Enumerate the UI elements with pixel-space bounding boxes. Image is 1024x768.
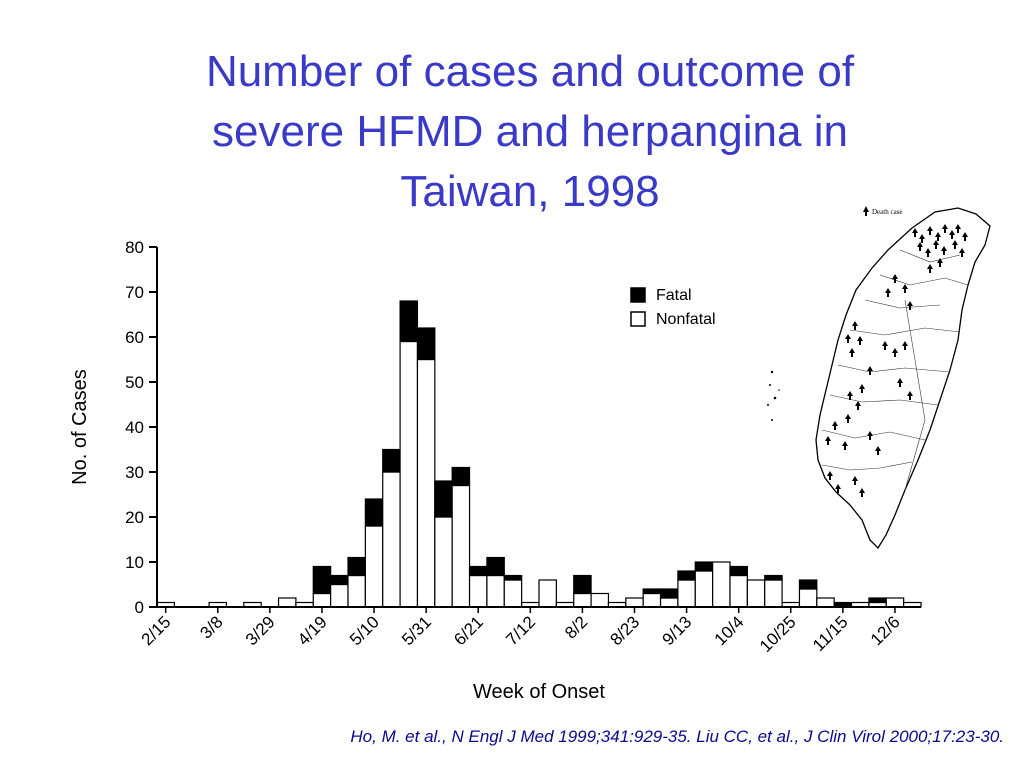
y-tick-label: 50: [125, 373, 144, 392]
death-case-marker-icon: [825, 436, 831, 445]
death-case-marker-icon: [867, 366, 873, 375]
y-axis-label: No. of Cases: [69, 369, 91, 485]
death-case-marker-icon: [875, 446, 881, 455]
bar-fatal: [486, 556, 505, 577]
x-axis-label: Week of Onset: [473, 681, 605, 703]
death-case-marker-icon: [941, 246, 947, 255]
legend-label-fatal: Fatal: [656, 287, 692, 304]
death-case-marker-icon: [835, 484, 841, 493]
death-case-marker-icon: [933, 240, 939, 249]
bar-fatal: [729, 565, 748, 577]
death-case-marker-icon: [962, 232, 968, 241]
death-case-marker-icon: [907, 301, 913, 310]
death-case-marker-icon: [919, 234, 925, 243]
y-tick-label: 70: [125, 283, 144, 302]
y-tick-label: 80: [125, 238, 144, 257]
death-case-marker-icon: [859, 488, 865, 497]
y-tick-label: 40: [125, 418, 144, 437]
death-case-marker-icon: [912, 228, 918, 237]
death-case-marker-icon: [852, 321, 858, 330]
legend-label-nonfatal: Nonfatal: [656, 311, 716, 328]
death-case-marker-icon: [859, 384, 865, 393]
death-case-marker-icon: [935, 232, 941, 241]
bar-fatal: [503, 574, 523, 581]
death-case-marker-icon: [927, 226, 933, 235]
title-line-2: severe HFMD and herpangina in: [212, 107, 848, 156]
death-case-marker-icon: [863, 206, 869, 216]
death-case-marker-icon: [857, 336, 863, 345]
county-borders: [821, 249, 969, 491]
death-case-marker-icon: [902, 341, 908, 350]
title-line-1: Number of cases and outcome of: [205, 47, 855, 96]
slide-title: Number of cases and outcome of severe HF…: [80, 42, 980, 222]
title-line-3: Taiwan, 1998: [400, 167, 660, 216]
legend-swatch-nonfatal: [630, 311, 646, 327]
death-case-marker-icon: [845, 334, 851, 343]
bar-fatal: [573, 574, 592, 595]
death-case-marker-icon: [942, 224, 948, 233]
death-case-marker-icon: [827, 471, 833, 480]
death-case-marker-icon: [925, 248, 931, 257]
citation: Ho, M. et al., N Engl J Med 1999;341:929…: [350, 727, 1004, 746]
taiwan-island-outline: [815, 207, 991, 550]
death-case-marker-icon: [882, 341, 888, 350]
death-case-marker-icon: [845, 414, 851, 423]
death-case-marker-icon: [959, 248, 965, 257]
death-case-marker-icon: [849, 348, 855, 357]
death-case-marker-icon: [842, 441, 848, 450]
death-case-marker-icon: [855, 401, 861, 410]
y-tick-label: 30: [125, 463, 144, 482]
death-case-marker-icon: [937, 258, 943, 267]
death-case-marker-icon: [927, 264, 933, 273]
death-case-marker-icon: [867, 431, 873, 440]
islands: [767, 370, 780, 421]
death-case-marker-icon: [832, 421, 838, 430]
death-case-marker-icon: [892, 274, 898, 283]
bar-fatal: [451, 466, 471, 487]
bar-fatal: [399, 300, 419, 343]
y-tick-label: 60: [125, 328, 144, 347]
death-case-marker-icon: [892, 348, 898, 357]
bar-fatal: [764, 574, 783, 581]
bar-fatal: [798, 579, 818, 590]
death-case-marker-icon: [897, 378, 903, 387]
y-tick-label: 20: [125, 508, 144, 527]
death-case-markers: [825, 224, 968, 497]
legend-swatch-fatal: [630, 287, 646, 303]
bar-fatal: [416, 327, 436, 361]
y-tick-label: 0: [135, 598, 144, 617]
death-case-marker-icon: [847, 391, 853, 400]
death-case-marker-icon: [907, 391, 913, 400]
death-case-marker-icon: [852, 476, 858, 485]
death-case-marker-icon: [902, 284, 908, 293]
death-case-marker-icon: [952, 240, 958, 249]
y-tick-label: 10: [125, 553, 144, 572]
death-case-marker-icon: [885, 288, 891, 297]
death-case-legend-label: Death case: [872, 208, 903, 216]
death-case-legend: Death case: [863, 206, 903, 216]
death-case-marker-icon: [949, 230, 955, 239]
death-case-marker-icon: [917, 242, 923, 251]
death-case-marker-icon: [955, 224, 961, 233]
